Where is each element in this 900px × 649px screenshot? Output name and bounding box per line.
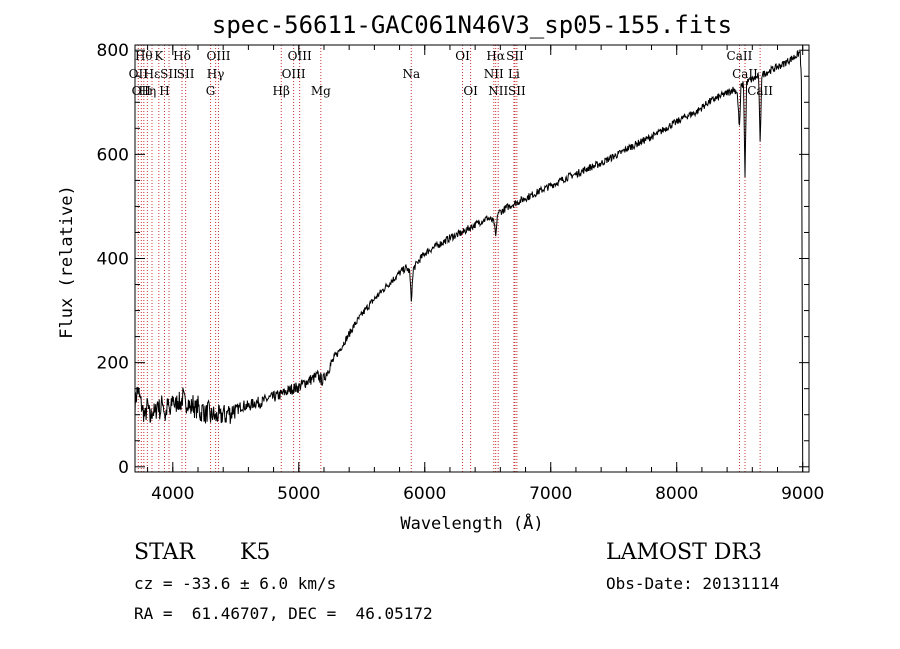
line-label-1: OII bbox=[132, 84, 152, 98]
x-tick-label-2: 6000 bbox=[403, 484, 446, 504]
line-label-13: Hβ bbox=[273, 84, 290, 98]
y-axis-label: Flux (relative) bbox=[57, 185, 77, 339]
line-label-14: OIII bbox=[282, 67, 306, 81]
chart-title: spec-56611-GAC061N46V3_sp05-155.fits bbox=[212, 11, 732, 39]
line-label-21: Hα bbox=[486, 49, 505, 63]
x-tick-label-5: 9000 bbox=[781, 484, 824, 504]
line-label-25: SII bbox=[508, 84, 526, 98]
line-label-18: OI bbox=[455, 49, 470, 63]
axis-ticks: 4000 5000 6000 7000 8000 9000 0 200 400 600 800 bbox=[97, 41, 825, 504]
x-tick-label-4: 8000 bbox=[655, 484, 698, 504]
line-label-4: Hε bbox=[144, 67, 161, 81]
line-label-9: SII bbox=[177, 67, 195, 81]
line-label-6: H bbox=[159, 84, 169, 98]
x-tick-label-1: 5000 bbox=[277, 484, 320, 504]
x-axis-label: Wavelength (Å) bbox=[400, 512, 543, 534]
line-label-8: Hδ bbox=[173, 49, 191, 63]
line-label-19: OI bbox=[463, 84, 478, 98]
line-label-5: K bbox=[154, 49, 164, 63]
y-tick-label-3: 600 bbox=[97, 145, 129, 165]
line-label-12: OIII bbox=[206, 49, 230, 63]
plot-frame bbox=[134, 44, 810, 473]
object-subclass: K5 bbox=[240, 540, 271, 565]
line-label-28: CaII bbox=[747, 84, 773, 98]
y-tick-label-4: 800 bbox=[97, 41, 129, 61]
spectral-line-markers bbox=[137, 45, 761, 472]
line-label-15: OIII bbox=[288, 49, 312, 63]
object-class: STAR bbox=[134, 540, 195, 565]
y-tick-label-2: 400 bbox=[97, 250, 129, 270]
line-label-23: Li bbox=[508, 67, 520, 81]
y-tick-label-1: 200 bbox=[97, 354, 129, 374]
y-tick-label-0: 0 bbox=[118, 458, 129, 478]
observation-date: Obs-Date: 20131114 bbox=[606, 574, 780, 593]
spectrum-series-line bbox=[134, 49, 804, 467]
line-label-26: CaII bbox=[727, 49, 753, 63]
spectral-line-labels: OII OII Hθ Hη Hε K H SII Hδ SII G Hγ OIII Hβ OIII OIII M… bbox=[129, 49, 774, 98]
x-tick-label-3: 7000 bbox=[529, 484, 572, 504]
line-label-27: CaII bbox=[732, 67, 758, 81]
line-label-3: Hη bbox=[139, 84, 157, 98]
line-label-16: Mg bbox=[311, 84, 331, 98]
survey-name: LAMOST DR3 bbox=[606, 540, 762, 565]
line-label-20: NII bbox=[484, 67, 504, 81]
line-label-7: SII bbox=[160, 67, 178, 81]
line-label-17: Na bbox=[402, 67, 420, 81]
line-label-22: NII bbox=[488, 84, 508, 98]
line-label-10: G bbox=[206, 84, 216, 98]
coordinates-readout: RA = 61.46707, DEC = 46.05172 bbox=[134, 604, 433, 623]
line-label-0: OII bbox=[129, 67, 149, 81]
redshift-readout: cz = -33.6 ± 6.0 km/s bbox=[134, 574, 337, 593]
x-tick-label-0: 4000 bbox=[151, 484, 194, 504]
spectrum-chart: spec-56611-GAC061N46V3_sp05-155.fits 400… bbox=[57, 11, 825, 534]
line-label-2: Hθ bbox=[135, 49, 153, 63]
line-label-24: SII bbox=[506, 49, 524, 63]
line-label-11: Hγ bbox=[207, 67, 225, 81]
